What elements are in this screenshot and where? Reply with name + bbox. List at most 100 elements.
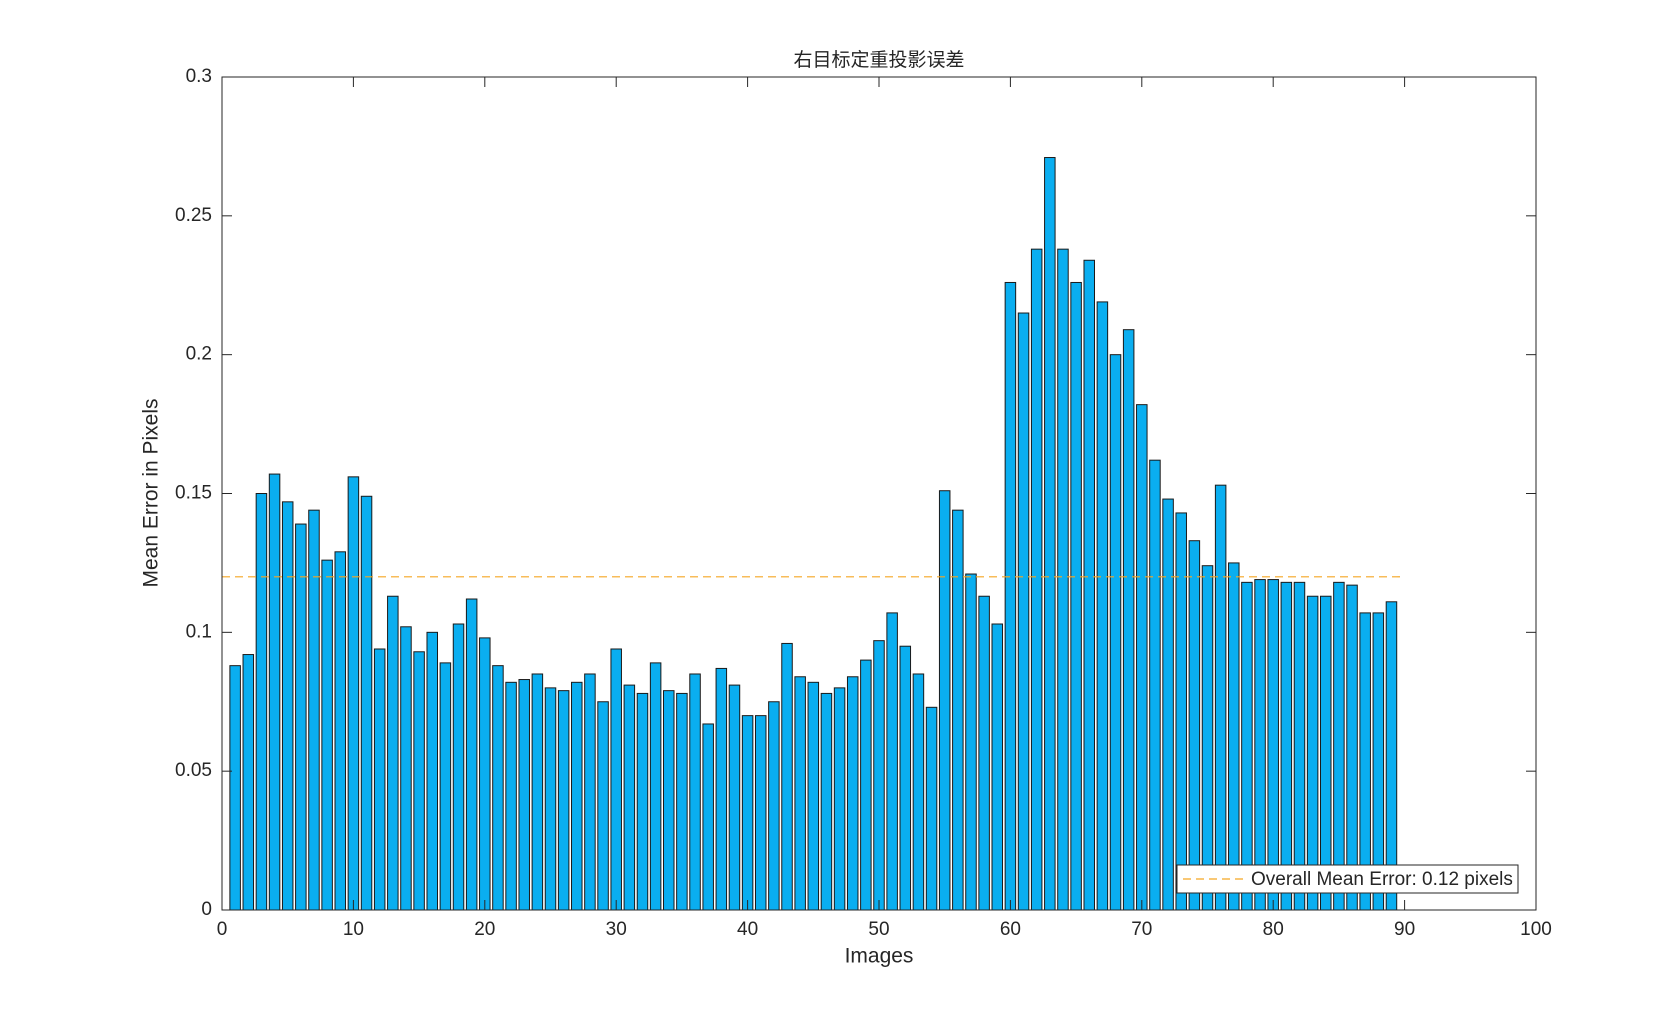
bar	[492, 665, 504, 911]
x-tick-label: 10	[343, 919, 364, 940]
bar	[873, 640, 885, 911]
x-axis-label: Images	[845, 945, 914, 968]
bar	[741, 715, 754, 911]
bar	[479, 637, 491, 911]
bar	[991, 623, 1004, 911]
bar	[557, 690, 570, 911]
bar	[1320, 595, 1332, 911]
bar	[597, 701, 609, 911]
bar	[1149, 459, 1161, 911]
bar	[689, 673, 701, 911]
y-tick-label: 0.3	[186, 66, 212, 87]
bar	[663, 690, 675, 911]
bar	[571, 681, 583, 911]
x-tick-label: 100	[1520, 919, 1552, 940]
y-tick-label: 0.25	[175, 205, 212, 226]
y-tick-label: 0.1	[186, 621, 212, 642]
bar	[1122, 329, 1135, 911]
x-tick-label: 40	[737, 919, 758, 940]
bar	[242, 654, 255, 911]
bar	[807, 681, 820, 911]
bar	[360, 495, 373, 911]
y-tick-label: 0.15	[175, 483, 212, 504]
bar	[820, 692, 833, 911]
bar	[531, 673, 544, 911]
bar	[728, 684, 741, 911]
bar	[1346, 584, 1358, 911]
bar	[1004, 281, 1017, 911]
bar	[308, 509, 320, 911]
bar	[846, 676, 859, 911]
bar	[1267, 579, 1279, 911]
bar	[1162, 498, 1174, 911]
bar	[334, 551, 347, 911]
legend-label: Overall Mean Error: 0.12 pixels	[1251, 869, 1513, 890]
bar	[768, 701, 780, 911]
bar	[610, 648, 622, 911]
bar	[400, 626, 412, 911]
y-tick-label: 0	[201, 899, 212, 920]
y-tick-label: 0.05	[175, 760, 212, 781]
bar	[1201, 565, 1214, 911]
chart-title: 右目标定重投影误差	[793, 49, 964, 71]
bar	[268, 473, 281, 911]
bar	[1333, 581, 1345, 911]
bar	[1280, 581, 1293, 911]
bar	[925, 706, 938, 911]
bar	[295, 523, 307, 911]
x-tick-label: 80	[1263, 919, 1284, 940]
bar	[255, 493, 268, 911]
bar	[860, 659, 872, 911]
bar	[505, 681, 517, 911]
bar	[978, 595, 990, 911]
bar	[649, 662, 662, 911]
bar	[439, 662, 452, 911]
bar	[623, 684, 636, 911]
y-tick-label: 0.2	[186, 344, 212, 365]
bar	[387, 595, 399, 911]
bar	[1188, 540, 1201, 911]
bar	[938, 490, 951, 911]
x-tick-label: 90	[1394, 919, 1415, 940]
y-axis-label: Mean Error in Pixels	[140, 398, 163, 587]
x-tick-label: 50	[868, 919, 889, 940]
bar	[544, 687, 557, 911]
bar	[518, 679, 530, 911]
bar	[426, 631, 438, 911]
bar	[1083, 259, 1095, 911]
bar	[413, 651, 425, 911]
bar	[1044, 157, 1056, 911]
bar	[715, 667, 728, 911]
bar	[912, 673, 925, 911]
bar	[965, 573, 977, 911]
legend-box	[1176, 864, 1519, 894]
bar	[1214, 484, 1227, 911]
bar	[952, 509, 964, 911]
bar	[1070, 281, 1082, 911]
bar	[1030, 248, 1043, 911]
bar	[452, 623, 465, 911]
x-tick-label: 70	[1131, 919, 1152, 940]
bar	[886, 612, 898, 911]
bar	[1385, 601, 1398, 911]
bar	[702, 723, 714, 911]
x-tick-label: 0	[217, 919, 228, 940]
bar	[899, 645, 912, 911]
bar	[1228, 562, 1240, 911]
x-tick-label: 20	[474, 919, 495, 940]
bar	[794, 676, 806, 911]
bar	[281, 501, 294, 911]
bar	[1109, 354, 1122, 911]
bar	[1017, 312, 1030, 911]
bar	[636, 692, 649, 911]
x-tick-label: 60	[1000, 919, 1021, 940]
bar	[1241, 581, 1253, 911]
bar	[1096, 301, 1109, 911]
x-tick-label: 30	[606, 919, 627, 940]
bar	[676, 692, 688, 911]
bar	[1293, 581, 1306, 911]
bar	[321, 559, 333, 911]
bar	[1306, 595, 1319, 911]
bar	[229, 665, 241, 911]
